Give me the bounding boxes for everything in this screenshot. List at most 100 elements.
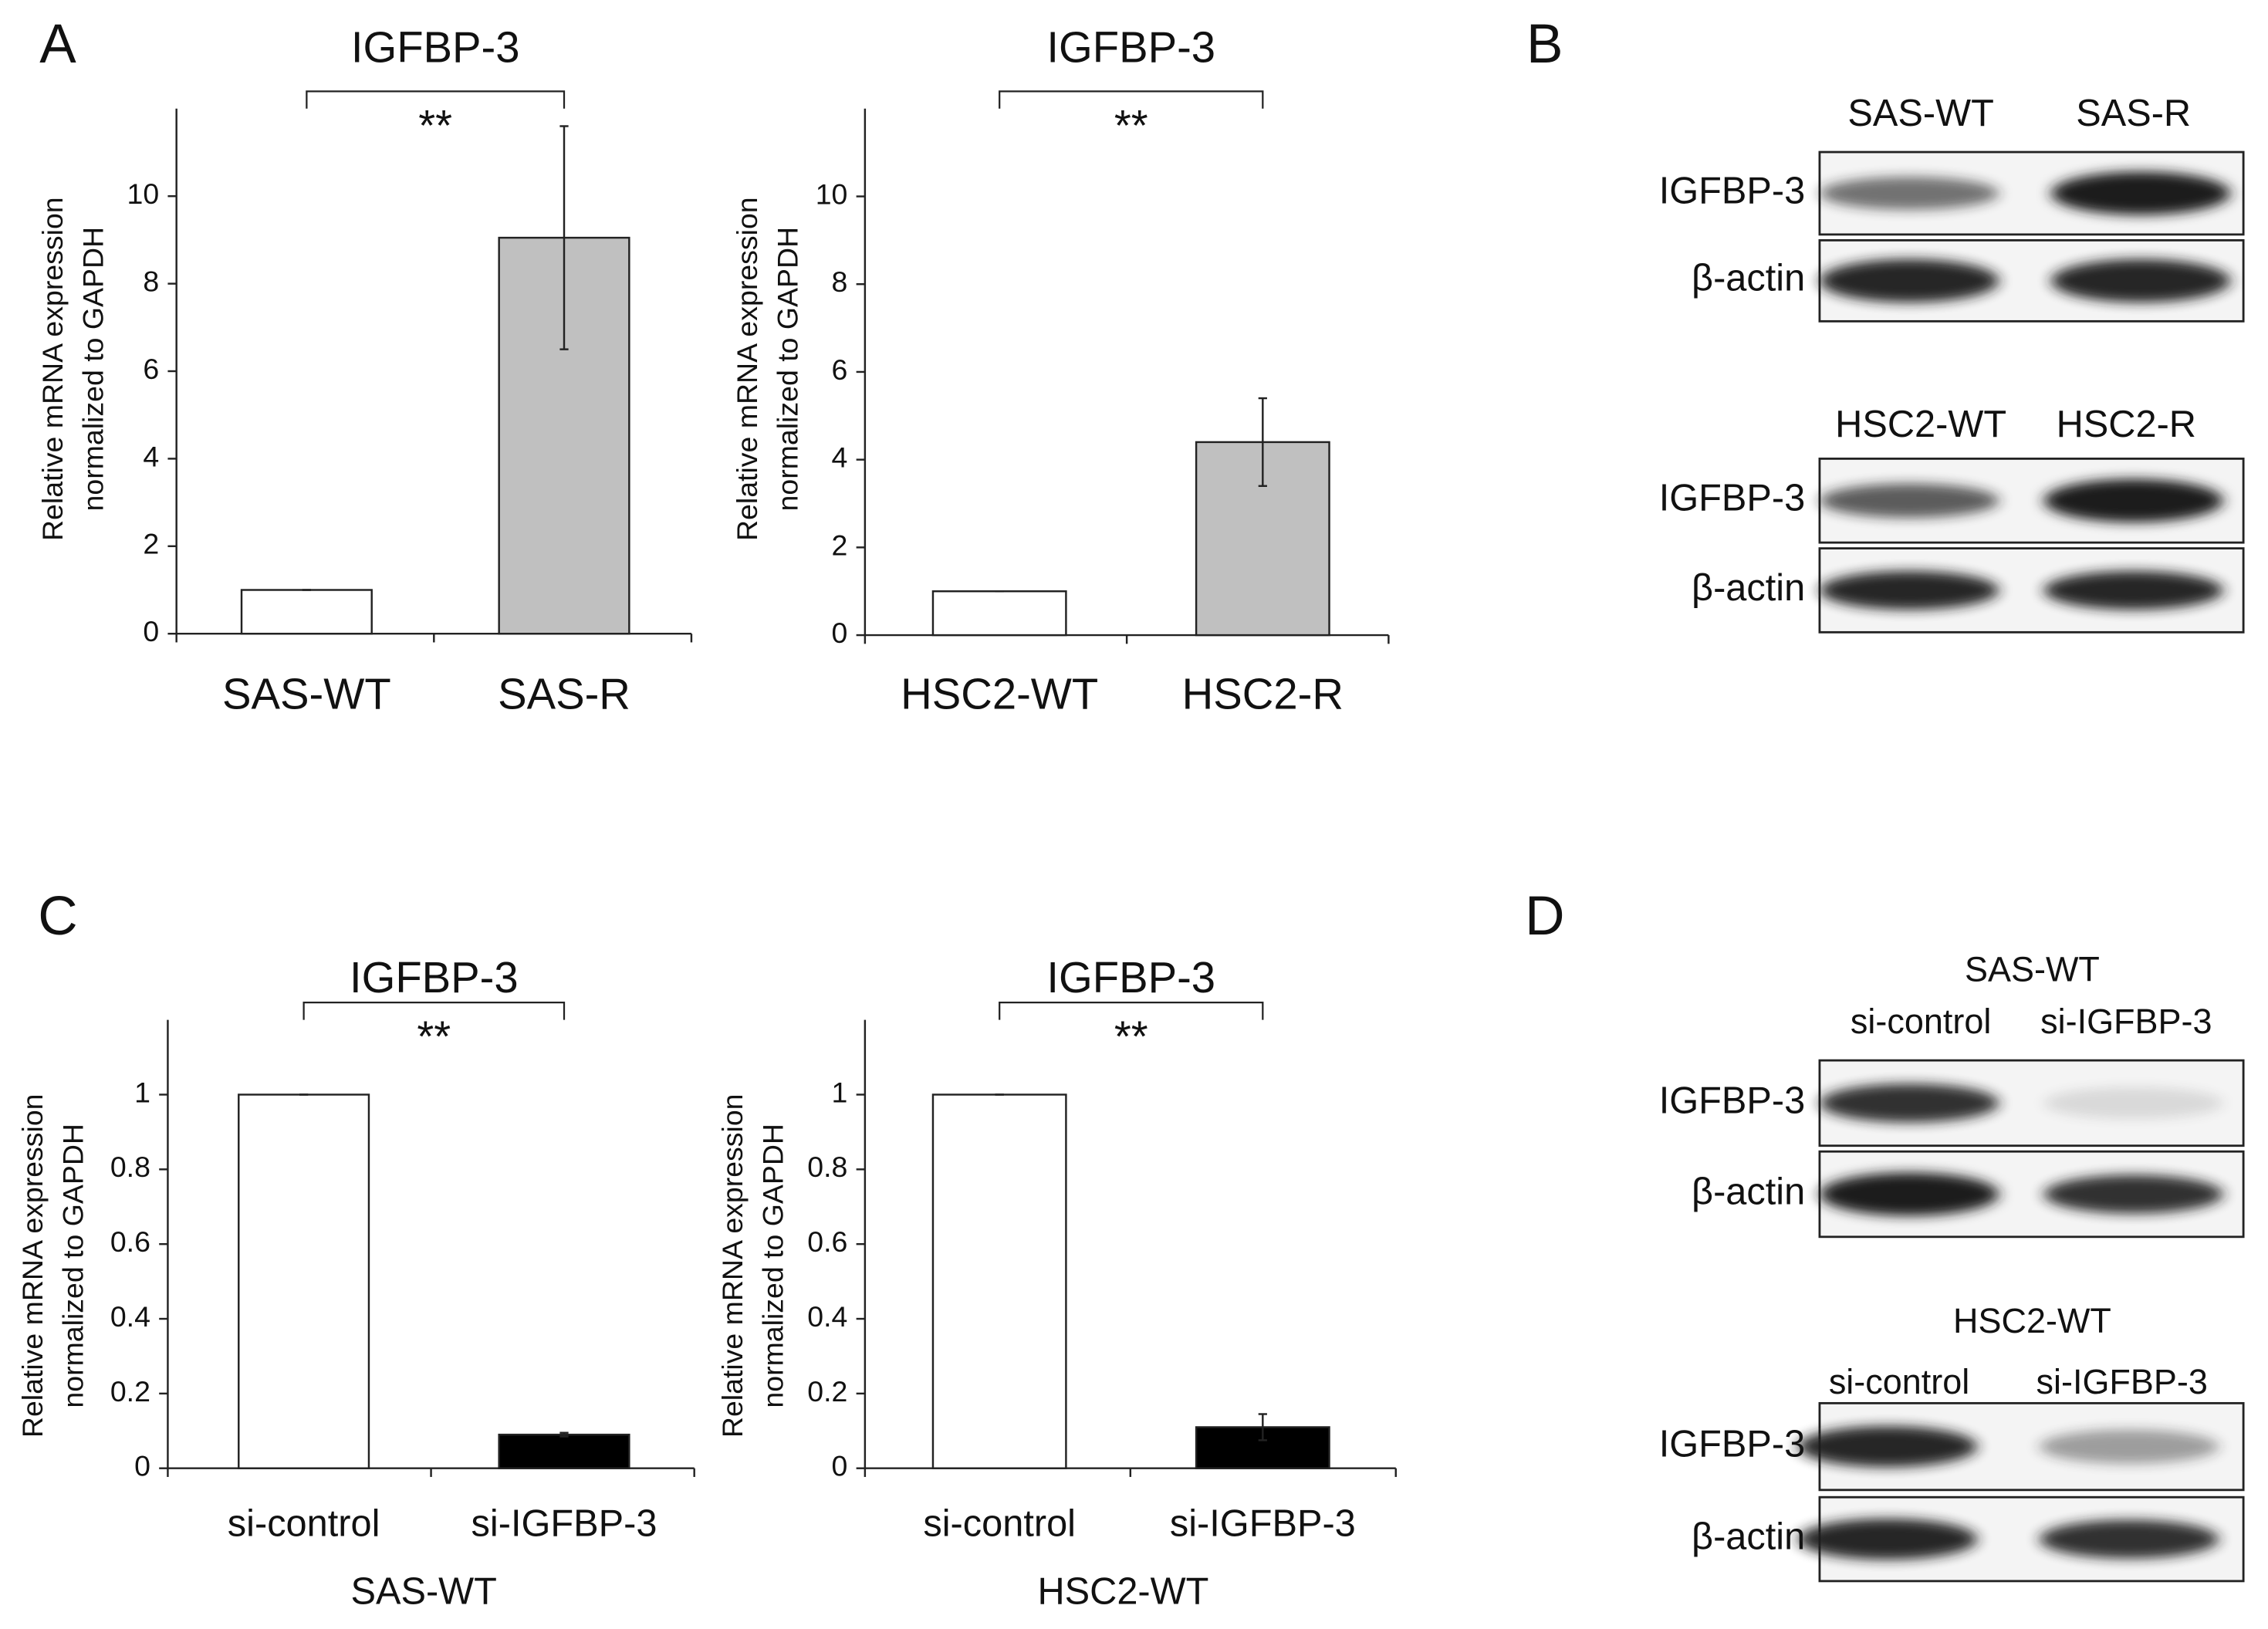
x-tick-label: si-control (228, 1503, 380, 1545)
panel-label: C (38, 886, 77, 947)
blot-column-label: si-IGFBP-3 (2040, 1002, 2212, 1041)
significance-bracket (999, 1002, 1264, 1020)
blot-band (1819, 1083, 1999, 1123)
x-axis-label: SAS-WT (350, 1571, 496, 1613)
significance-bracket (999, 90, 1264, 109)
y-tick-label: 1 (134, 1076, 150, 1108)
significance-label: ** (1114, 1012, 1148, 1061)
blot-band (2043, 1087, 2223, 1120)
y-tick-label: 0.6 (807, 1225, 847, 1258)
blot-row-label: β-actin (1692, 567, 1805, 609)
blot-row-label: IGFBP-3 (1659, 478, 1806, 519)
chart-title: IGFBP-3 (350, 953, 519, 1002)
x-axis-label: HSC2-WT (1037, 1571, 1208, 1613)
x-tick-label: HSC2-WT (901, 670, 1098, 718)
x-tick-label: HSC2-R (1182, 670, 1344, 718)
blot-band (1819, 483, 1999, 518)
blot-band (1819, 259, 1999, 302)
bar (240, 589, 373, 635)
blot-group-label: HSC2-WT (1953, 1301, 2111, 1340)
y-tick-label: 10 (127, 177, 159, 210)
blot-group-label: SAS-WT (1965, 950, 2100, 989)
x-tick-label: SAS-WT (222, 670, 391, 718)
y-tick-label: 1 (832, 1076, 848, 1108)
blot-band (1819, 1172, 1999, 1216)
y-tick-label: 0 (832, 617, 848, 649)
blot-column-label: SAS-WT (1847, 93, 1993, 134)
blot-band (2050, 171, 2231, 215)
y-axis-label: Relative mRNA expression (716, 1093, 749, 1438)
y-tick-label: 6 (832, 353, 848, 386)
blot-band (1797, 1518, 1978, 1560)
blot-column-label: SAS-R (2076, 93, 2191, 134)
blot-row-label: IGFBP-3 (1659, 1080, 1806, 1121)
significance-label: ** (1114, 101, 1148, 150)
y-axis-label: normalized to GAPDH (56, 1124, 89, 1408)
y-axis-label: normalized to GAPDH (771, 227, 803, 512)
chart-title: IGFBP-3 (1046, 953, 1215, 1002)
blot-band (2043, 570, 2223, 610)
significance-bracket (306, 90, 566, 109)
blot-column-label: HSC2-R (2057, 404, 2196, 445)
y-tick-label: 4 (832, 441, 848, 474)
y-tick-label: 0.2 (807, 1375, 847, 1408)
y-tick-label: 0.8 (807, 1151, 847, 1183)
y-axis-label: Relative mRNA expression (36, 197, 69, 541)
x-tick-label: SAS-R (498, 670, 630, 718)
y-axis-label: normalized to GAPDH (77, 227, 110, 512)
y-tick-label: 0.4 (807, 1300, 847, 1333)
significance-label: ** (417, 1012, 451, 1061)
y-tick-label: 6 (143, 353, 159, 385)
y-tick-label: 0.8 (110, 1151, 150, 1183)
blot-band (1819, 177, 1999, 210)
blot-row-label: β-actin (1692, 258, 1805, 299)
y-tick-label: 0 (134, 1450, 150, 1482)
blot-band (2043, 1174, 2223, 1214)
blot-row-label: β-actin (1692, 1516, 1805, 1557)
x-tick-label: si-IGFBP-3 (1170, 1503, 1356, 1545)
error-bar (1258, 397, 1267, 487)
x-tick-label: si-IGFBP-3 (472, 1503, 657, 1545)
x-tick-label: si-control (923, 1503, 1076, 1545)
y-tick-label: 10 (816, 177, 848, 210)
chart-title: IGFBP-3 (351, 23, 520, 72)
blot-band (2043, 478, 2223, 522)
y-tick-label: 0 (143, 615, 159, 647)
blot-column-label: si-control (1851, 1002, 1991, 1041)
error-bar (559, 1431, 569, 1438)
blot-column-label: si-control (1829, 1362, 1969, 1401)
y-tick-label: 0.2 (110, 1375, 150, 1408)
y-tick-label: 8 (143, 265, 159, 298)
y-tick-label: 0.6 (110, 1225, 150, 1258)
chart-title: IGFBP-3 (1046, 23, 1215, 72)
bar (498, 1433, 630, 1469)
panel-label: D (1525, 886, 1564, 947)
y-tick-label: 2 (832, 529, 848, 561)
blot-band (1797, 1425, 1978, 1468)
blot-band (2050, 259, 2231, 302)
blot-row-label: IGFBP-3 (1659, 170, 1806, 211)
bar (931, 590, 1067, 637)
y-tick-label: 0.4 (110, 1300, 150, 1333)
y-tick-label: 2 (143, 528, 159, 560)
bar (931, 1093, 1067, 1469)
error-bar (1258, 1413, 1267, 1441)
blot-band (2039, 1519, 2219, 1559)
error-bar (559, 125, 569, 350)
significance-label: ** (418, 101, 452, 150)
panel-label: A (39, 14, 76, 75)
blot-column-label: si-IGFBP-3 (2036, 1362, 2208, 1401)
y-tick-label: 4 (143, 440, 159, 472)
y-axis-label: Relative mRNA expression (731, 197, 763, 541)
blot-row-label: IGFBP-3 (1659, 1423, 1806, 1465)
y-axis-label: normalized to GAPDH (757, 1124, 789, 1408)
y-axis-label: Relative mRNA expression (16, 1093, 49, 1438)
significance-bracket (303, 1002, 566, 1020)
blot-band (2039, 1429, 2219, 1464)
bar (238, 1093, 370, 1469)
blot-column-label: HSC2-WT (1835, 404, 2006, 445)
panel-label: B (1526, 14, 1563, 75)
y-tick-label: 8 (832, 265, 848, 298)
